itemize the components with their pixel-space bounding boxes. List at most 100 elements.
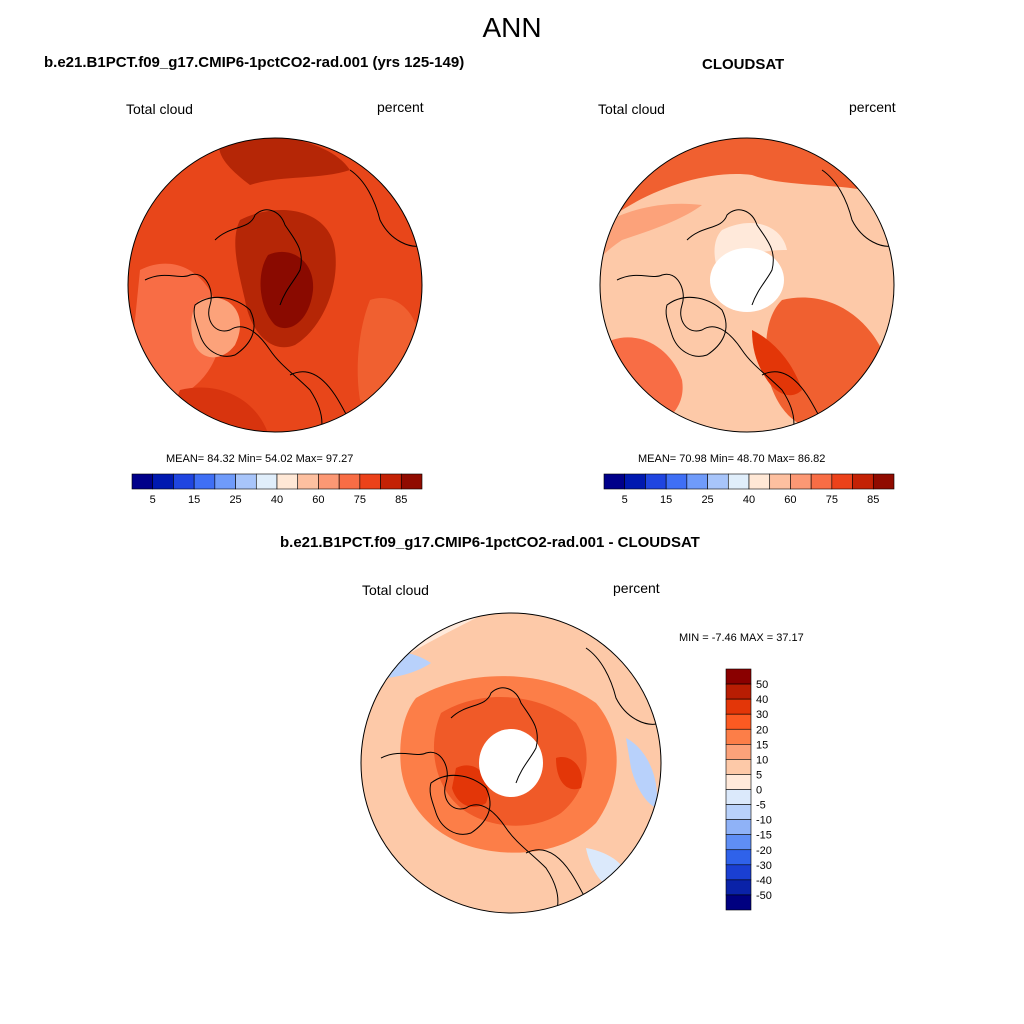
panel3-colorbar-label: 15 xyxy=(756,739,768,751)
panel1-map-border xyxy=(127,137,423,433)
panel3-variable-label: Total cloud xyxy=(362,582,429,598)
panel3-colorbar-box xyxy=(725,894,752,911)
panel1-field-high-a xyxy=(219,138,350,185)
panel3-colorbar-box xyxy=(725,683,752,700)
panel3-colorbar-label: -30 xyxy=(756,860,772,872)
panel1-colorbar-label: 85 xyxy=(395,494,407,506)
panel2-colorbar-box xyxy=(831,473,853,490)
panel2-colorbar-box xyxy=(872,473,895,490)
panel2-colorbar-label: 25 xyxy=(701,494,713,506)
panel2-colorbar-box xyxy=(645,473,667,490)
panel3-colorbar-label: 50 xyxy=(756,679,768,691)
panel2-colorbar-box xyxy=(769,473,791,490)
panel2-colorbar-label: 85 xyxy=(867,494,879,506)
panel3-colorbar-box xyxy=(725,774,752,790)
panel1-colorbar-box xyxy=(297,473,319,490)
panel3-colorbar-label: 40 xyxy=(756,694,768,706)
panel1-colorbar-box xyxy=(193,473,216,490)
panel1-colorbar: 515254060758595 xyxy=(131,473,423,506)
panel1-colorbar-box xyxy=(255,473,278,490)
panel1-colorbar-label: 5 xyxy=(150,494,156,506)
panel2-colorbar-box xyxy=(852,473,874,490)
panel2-colorbar: 515254060758595 xyxy=(603,473,895,506)
panel2-missing-data-pole xyxy=(710,248,784,312)
panel3-map-border xyxy=(360,612,662,914)
panel3-colorbar-box xyxy=(725,804,752,820)
panel3-colorbar-box xyxy=(725,744,752,760)
panel1-colorbar-box xyxy=(400,473,423,490)
panel2-colorbar-label: 15 xyxy=(660,494,672,506)
panel3-colorbar-box xyxy=(725,864,752,881)
panel3-colorbar-label: -5 xyxy=(756,800,766,812)
panel1-colorbar-box xyxy=(359,473,381,490)
panel3-colorbar-label: 0 xyxy=(756,785,762,797)
panel2-colorbar-label: 5 xyxy=(622,494,628,506)
panel1-colorbar-box xyxy=(338,473,361,490)
panel2-stats: MEAN= 70.98 Min= 48.70 Max= 86.82 xyxy=(638,453,826,465)
panel1-colorbar-box xyxy=(131,473,154,490)
panel1-field-low-a xyxy=(134,263,221,400)
panel3-colorbar-box xyxy=(725,759,752,775)
panel3-colorbar-box xyxy=(725,789,752,805)
panel3-stats: MIN = -7.46 MAX = 37.17 xyxy=(679,632,804,644)
panel3-colorbar-box xyxy=(725,819,752,835)
panel2-field-south-c xyxy=(752,330,802,396)
panel2-colorbar-box xyxy=(748,473,771,490)
panel2-colorbar-box xyxy=(603,473,626,490)
panel3-title: b.e21.B1PCT.f09_g17.CMIP6-1pctCO2-rad.00… xyxy=(280,534,700,551)
panel1-coastlines xyxy=(144,169,422,432)
panel3-colorbar-label: -40 xyxy=(756,875,772,887)
panel3-colorbar-label: -50 xyxy=(756,890,772,902)
panel2-colorbar-label: 40 xyxy=(743,494,755,506)
panel1-title: b.e21.B1PCT.f09_g17.CMIP6-1pctCO2-rad.00… xyxy=(44,54,465,71)
panel1-colorbar-box xyxy=(173,473,195,490)
panel2-colorbar-label: 60 xyxy=(784,494,796,506)
panel1-stats: MEAN= 84.32 Min= 54.02 Max= 97.27 xyxy=(166,453,354,465)
panel3-colorbar-label: -15 xyxy=(756,830,772,842)
panel1-colorbar-label: 25 xyxy=(229,494,241,506)
panel3-colorbar-label: 10 xyxy=(756,754,768,766)
panel1-colorbar-box xyxy=(380,473,402,490)
panel2-colorbar-box xyxy=(686,473,708,490)
panel1-units-label: percent xyxy=(377,99,424,115)
panel2-variable-label: Total cloud xyxy=(598,101,665,117)
panel1-colorbar-label: 15 xyxy=(188,494,200,506)
panel1-colorbar-box xyxy=(318,473,340,490)
panel2-field-north-west xyxy=(600,203,702,270)
panel3-colorbar-box xyxy=(725,849,752,866)
panel2-title: CLOUDSAT xyxy=(702,56,785,73)
panel2-polar-map xyxy=(599,137,895,433)
panel3-polar-map xyxy=(360,612,662,914)
panel2-colorbar-box xyxy=(665,473,688,490)
panel3-colorbar-label: -10 xyxy=(756,815,772,827)
panel3-colorbar-box xyxy=(725,879,752,896)
panel2-colorbar-box xyxy=(624,473,646,490)
panel2-map-border xyxy=(599,137,895,433)
panel2-colorbar-box xyxy=(790,473,812,490)
panel2-colorbar-box xyxy=(727,473,750,490)
panel2-colorbar-box xyxy=(707,473,729,490)
panel3-colorbar-box xyxy=(725,668,752,685)
panel1-colorbar-box xyxy=(152,473,174,490)
panel3-colorbar-box xyxy=(725,834,752,851)
panel1-polar-map xyxy=(127,137,423,433)
panel3-missing-data-pole xyxy=(479,729,543,797)
panel3-units-label: percent xyxy=(613,580,660,596)
panel2-colorbar-label: 75 xyxy=(826,494,838,506)
figure-title: ANN xyxy=(482,12,542,43)
panel3-field-positive-max-b xyxy=(556,757,582,790)
panel1-colorbar-box xyxy=(214,473,236,490)
panel2-colorbar-box xyxy=(810,473,833,490)
panel3-colorbar-label: 5 xyxy=(756,769,762,781)
panel3-colorbar-box xyxy=(725,698,752,715)
panel1-colorbar-label: 40 xyxy=(271,494,283,506)
panel1-colorbar-label: 60 xyxy=(312,494,324,506)
panel3-colorbar-label: 30 xyxy=(756,709,768,721)
panel3-colorbar-label: -20 xyxy=(756,845,772,857)
panel2-units-label: percent xyxy=(849,99,896,115)
panel1-colorbar-box xyxy=(276,473,299,490)
panel3-colorbar-box xyxy=(725,728,752,745)
panel3-colorbar-box xyxy=(725,713,752,730)
panel3-field-negative-b xyxy=(626,738,657,808)
